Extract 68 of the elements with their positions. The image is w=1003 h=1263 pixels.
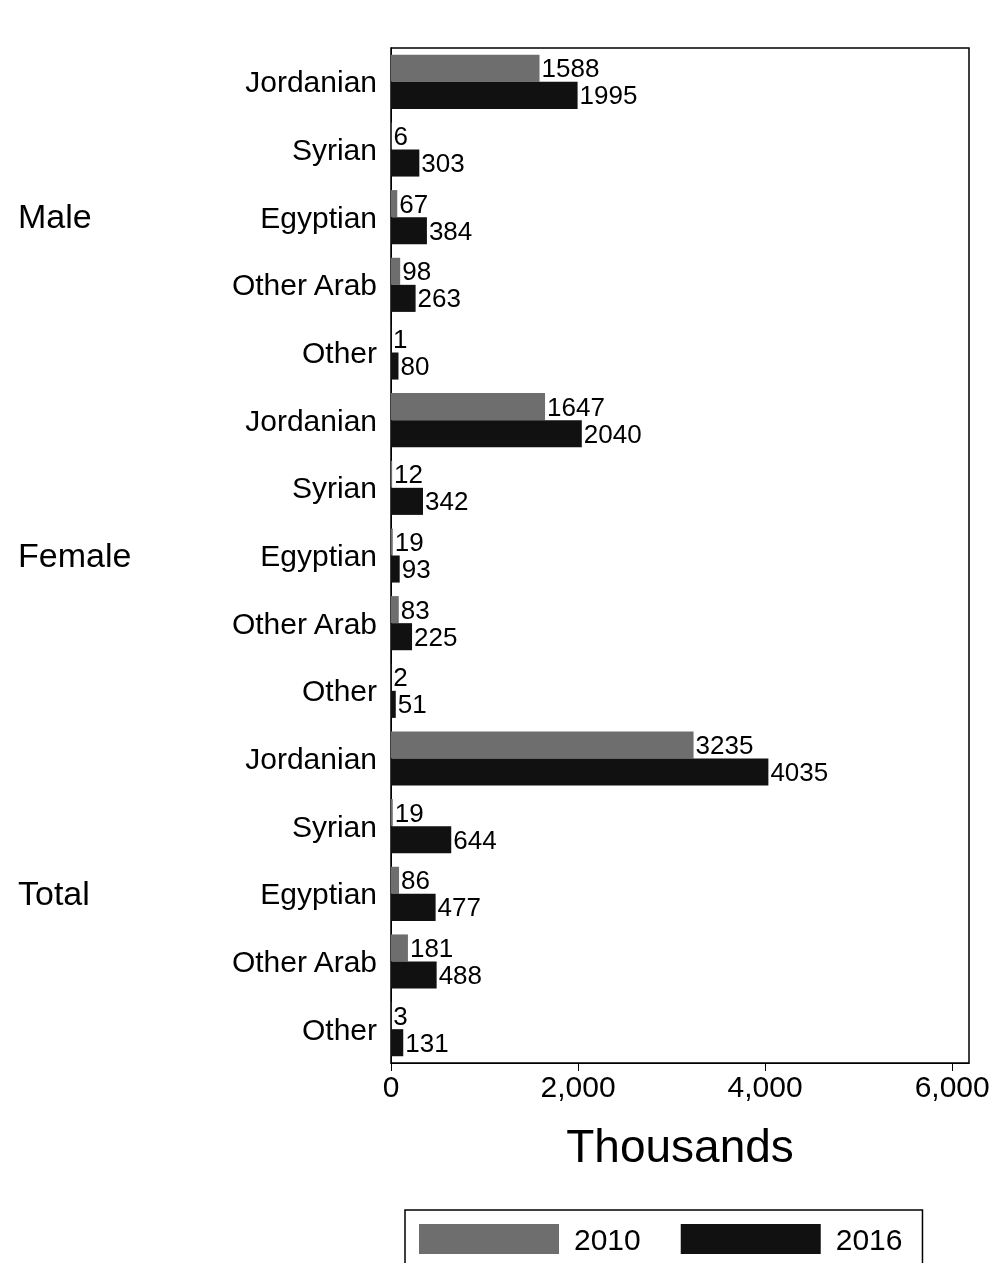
y-tick-label: Syrian bbox=[291, 809, 377, 843]
y-tick-label: Other Arab bbox=[231, 945, 377, 978]
data-label: 488 bbox=[438, 960, 483, 991]
bar bbox=[391, 217, 427, 245]
data-label: 19 bbox=[394, 797, 424, 828]
bar bbox=[391, 284, 416, 312]
y-tick-label: Other bbox=[301, 674, 378, 708]
bar bbox=[391, 690, 396, 718]
y-tick-label: Egyptian bbox=[260, 877, 377, 911]
text: Female bbox=[18, 535, 132, 574]
data-label: 1 bbox=[393, 323, 408, 354]
bar bbox=[391, 866, 400, 894]
y-tick-label: Jordanian bbox=[245, 742, 377, 775]
bar bbox=[391, 826, 452, 854]
data-label: 181 bbox=[409, 932, 454, 963]
y-tick-label: Other bbox=[301, 1012, 378, 1046]
y-tick-label: Jordanian bbox=[245, 65, 377, 99]
y-tick-label: Other Arab bbox=[231, 268, 377, 302]
data-label: 477 bbox=[437, 892, 481, 923]
bar bbox=[391, 961, 437, 989]
data-label: 384 bbox=[428, 215, 473, 246]
data-label: 80 bbox=[400, 351, 430, 382]
data-label: 12 bbox=[394, 459, 424, 490]
text: Total bbox=[18, 873, 90, 912]
data-label: 6 bbox=[393, 120, 409, 151]
y-tick-label: Other Arab bbox=[231, 606, 377, 640]
data-label: 644 bbox=[453, 824, 497, 855]
text: Male bbox=[18, 197, 92, 236]
bar bbox=[391, 596, 399, 624]
bar bbox=[391, 555, 400, 583]
legend-label: 2016 bbox=[835, 1222, 903, 1256]
x-tick-label: 4,000 bbox=[727, 1069, 803, 1103]
bar bbox=[391, 1029, 404, 1057]
data-label: 3 bbox=[393, 1000, 408, 1031]
y-tick-label: Jordanian bbox=[245, 403, 377, 437]
bar bbox=[391, 758, 769, 786]
y-tick-label: Egyptian bbox=[260, 539, 377, 572]
bar bbox=[391, 893, 436, 921]
bar bbox=[391, 190, 398, 218]
bar bbox=[391, 731, 694, 759]
data-label: 93 bbox=[401, 554, 431, 585]
data-label: 3235 bbox=[695, 729, 754, 760]
data-label: 19 bbox=[394, 526, 424, 557]
y-tick-label: Other bbox=[301, 336, 378, 369]
bar bbox=[391, 149, 420, 177]
bar bbox=[391, 393, 546, 421]
x-tick-label: 2,000 bbox=[540, 1069, 616, 1103]
bar bbox=[391, 934, 408, 962]
data-label: 131 bbox=[405, 1027, 449, 1058]
bar bbox=[391, 623, 413, 651]
data-label: 4035 bbox=[770, 757, 829, 788]
bar bbox=[391, 487, 423, 515]
data-label: 303 bbox=[421, 148, 465, 179]
x-tick-label: 6,000 bbox=[914, 1069, 990, 1103]
data-label: 67 bbox=[399, 188, 429, 219]
y-tick-label: Syrian bbox=[291, 133, 377, 166]
bar bbox=[391, 81, 578, 109]
bar bbox=[391, 257, 401, 285]
bar bbox=[391, 54, 540, 82]
y-tick-label: Egyptian bbox=[260, 200, 377, 234]
data-label: 342 bbox=[424, 486, 469, 517]
x-tick-label: 0 bbox=[382, 1069, 400, 1103]
y-tick-label: Syrian bbox=[291, 471, 377, 505]
legend-label: 2010 bbox=[574, 1222, 641, 1256]
bar bbox=[391, 352, 399, 380]
bar bbox=[391, 420, 582, 448]
x-axis-title: Thousands bbox=[566, 1120, 794, 1172]
data-label: 86 bbox=[401, 865, 430, 896]
